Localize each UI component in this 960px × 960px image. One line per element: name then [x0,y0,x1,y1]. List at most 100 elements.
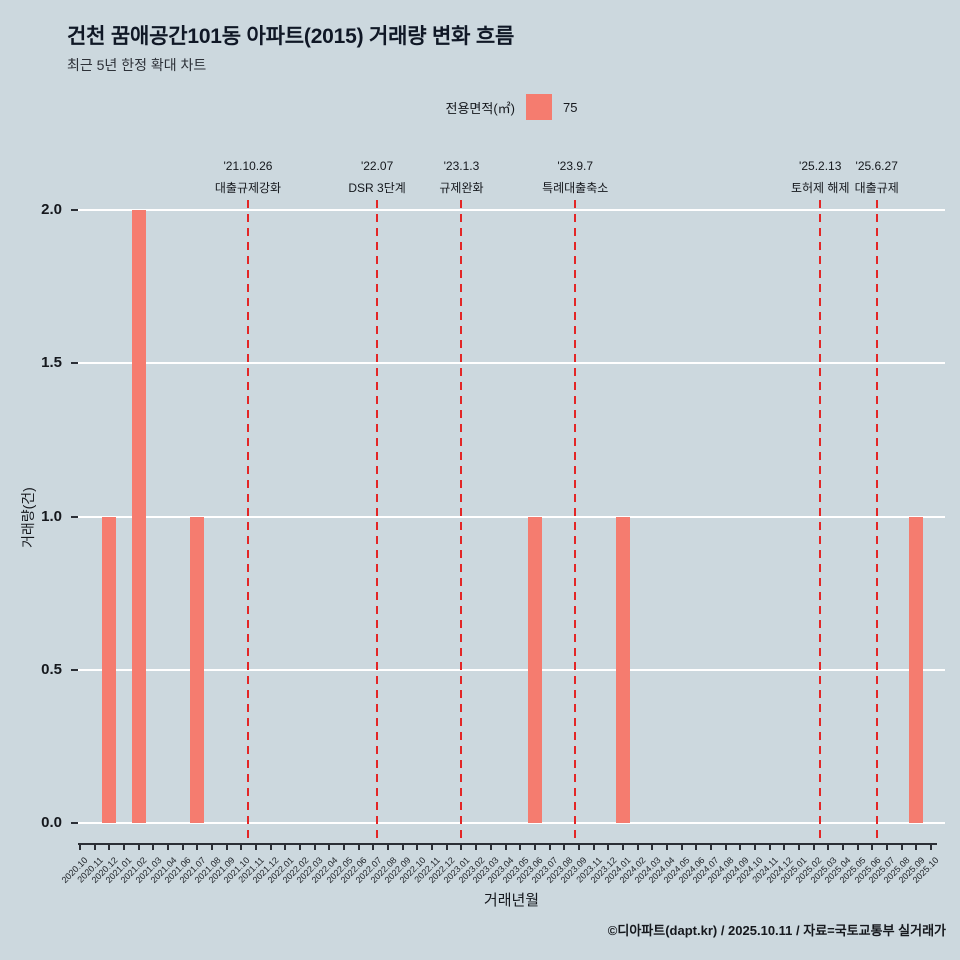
y-axis: 0.0 0.5 1.0 1.5 2.0 [0,200,78,843]
bar-2021.02 [131,210,146,823]
y-tick-mark [71,668,78,671]
y-axis-title: 거래량(건) [20,487,36,548]
x-tick-mark [255,843,258,850]
y-tick-mark [71,515,78,518]
y-tick-label: 0.0 [41,814,62,831]
y-tick-label: 2.0 [41,201,62,218]
x-tick-mark [885,843,888,850]
x-tick-mark [841,843,844,850]
x-tick-mark [739,843,742,850]
x-tick-mark [768,843,771,850]
legend: 전용면적(㎡) 75 [78,94,945,120]
bar-2024.01 [615,516,630,823]
legend-swatch [526,94,553,120]
gridline [78,362,945,365]
x-tick-mark [827,843,830,850]
event-line [819,200,822,843]
x-tick-mark [445,843,448,850]
x-tick-mark [695,843,698,850]
x-tick-mark [181,843,184,850]
event-line [376,200,379,843]
x-tick-mark [930,843,932,850]
x-tick-mark [915,843,918,850]
bar-2020.12 [102,516,117,823]
y-tick-mark [71,209,78,211]
y-tick-label: 1.5 [41,354,62,372]
event-label: 특례대출축소 [542,181,609,195]
x-tick-mark [651,843,654,850]
legend-item-label: 75 [563,99,578,115]
x-axis-title: 거래년월 [483,892,540,909]
bar-2025.09 [909,516,924,823]
y-tick-label: 0.5 [41,660,62,678]
x-tick-mark [152,843,155,850]
event-label: DSR 3단계 [348,181,406,195]
x-tick-mark [313,843,316,850]
x-tick-mark [387,843,390,850]
event-date: '22.07 [360,159,394,173]
x-tick-mark [475,843,478,850]
bar-2021.07 [190,516,205,823]
x-tick-mark [797,843,800,850]
event-label: 대출규제강화 [214,181,282,195]
x-tick-mark [240,843,243,850]
x-tick-mark [577,843,580,850]
x-tick-mark [900,843,903,850]
gridline [78,515,945,518]
event-date: '23.1.3 [443,159,480,173]
chart-title: 건천 꿈애공간101동 아파트(2015) 거래량 변화 흐름 [67,25,515,48]
gridline [78,822,945,824]
x-tick-mark [372,843,375,850]
event-label: 토허제 해제 [790,181,850,195]
event-line [246,200,249,843]
x-tick-mark [328,843,331,850]
x-tick-mark [563,843,566,850]
x-tick-mark [79,843,81,850]
plot-area: '21.10.26 대출규제강화 '22.07 DSR 3단계 '23.1.3 규제완화 '… [78,159,945,843]
y-tick-mark [71,362,78,365]
event-date: '23.9.7 [557,159,594,173]
event-line [574,200,577,843]
x-tick-mark [123,843,126,850]
event-line [460,200,463,843]
x-tick-mark [343,843,346,850]
y-tick-label: 1.0 [41,507,62,525]
bar-2023.06 [527,516,542,823]
x-tick-mark [709,843,712,850]
x-tick-mark [167,843,170,850]
x-tick-mark [93,843,96,850]
x-tick-mark [621,843,624,850]
x-tick-mark [680,843,683,850]
gridline [78,209,945,211]
event-line [875,200,878,843]
x-tick-mark [299,843,302,850]
x-tick-mark [416,843,419,850]
legend-title: 전용면적(㎡) [445,100,516,116]
x-tick-mark [636,843,639,850]
x-tick-mark [533,843,536,850]
x-tick-mark [401,843,404,850]
x-tick-mark [504,843,507,850]
y-tick-mark [71,822,78,824]
x-tick-mark [269,843,272,850]
x-tick-mark [196,843,199,850]
x-tick-mark [225,843,228,850]
x-tick-mark [753,843,756,850]
x-axis-line [78,843,937,845]
x-tick-mark [284,843,287,850]
gridline [78,668,945,671]
event-date: '25.2.13 [799,159,842,173]
x-tick-mark [548,843,551,850]
x-tick-mark [607,843,610,850]
x-tick-mark [856,843,859,850]
event-label: 대출규제 [854,181,899,195]
x-tick-mark [592,843,595,850]
x-tick-mark [108,843,111,850]
x-tick-mark [812,843,815,850]
x-tick-mark [431,843,434,850]
event-label: 규제완화 [439,181,484,195]
chart-subtitle: 최근 5년 한정 확대 차트 [67,57,207,73]
footer-credit: ©디아파트(dapt.kr) / 2025.10.11 / 자료=국토교통부 실… [607,923,946,938]
x-tick-mark [137,843,140,850]
x-tick-mark [519,843,522,850]
